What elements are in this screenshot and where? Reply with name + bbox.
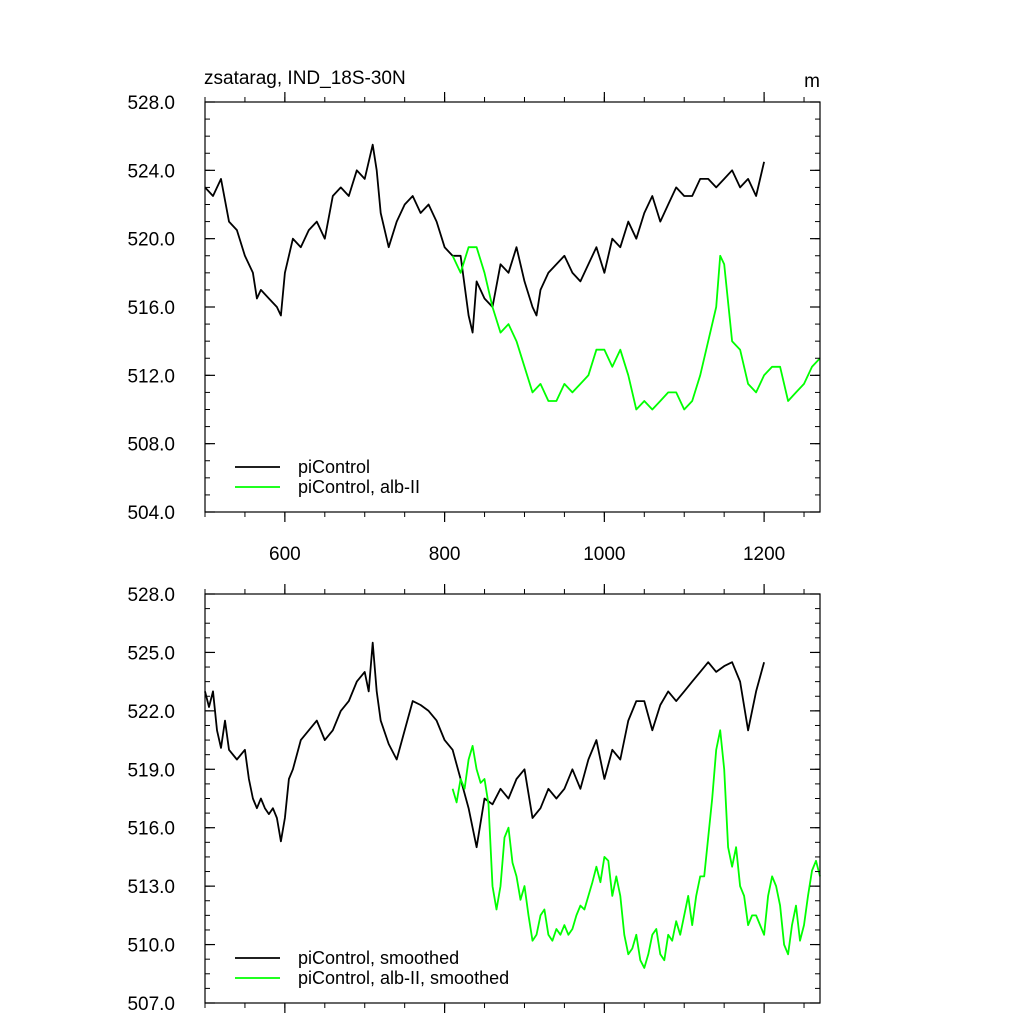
x-tick-label: 1000 xyxy=(583,544,625,565)
y-tick-label: 516.0 xyxy=(127,298,175,319)
figure-title: zsatarag, IND_18S-30N xyxy=(204,68,406,89)
legend-label: piControl, alb-II xyxy=(298,477,420,497)
top-panel: 504.0 508.0 512.0 516.0 520.0 524.0 528.0 600 80… xyxy=(127,92,821,565)
legend-label: piControl xyxy=(298,457,370,477)
y-tick-label: 516.0 xyxy=(127,819,175,840)
y-tick-label: 504.0 xyxy=(127,503,175,524)
bottom-panel: 507.0 510.0 513.0 516.0 519.0 522.0 525.0 528.0… xyxy=(127,584,821,1015)
series-line-picontrol xyxy=(204,641,765,849)
x-tick-label: 1200 xyxy=(743,544,785,565)
y-tick-label: 525.0 xyxy=(127,643,175,664)
y-tick-label: 520.0 xyxy=(127,230,175,251)
y-tick-label: 513.0 xyxy=(127,877,175,898)
y-tick-label: 528.0 xyxy=(127,93,175,114)
legend-label: piControl, smoothed xyxy=(298,948,459,968)
series-line-picontrol xyxy=(204,143,765,334)
units-label: m xyxy=(804,71,820,92)
y-tick-label: 524.0 xyxy=(127,161,175,182)
y-tick-label: 507.0 xyxy=(127,994,175,1015)
y-tick-label: 510.0 xyxy=(127,936,175,957)
y-tick-label: 519.0 xyxy=(127,760,175,781)
x-tick-label: 600 xyxy=(269,544,301,565)
legend-label: piControl, alb-II, smoothed xyxy=(298,968,509,988)
y-tick-label: 522.0 xyxy=(127,702,175,723)
x-tick-label: 800 xyxy=(429,544,461,565)
y-tick-label: 508.0 xyxy=(127,435,175,456)
series-line-alb-ii xyxy=(451,246,821,411)
y-tick-label: 512.0 xyxy=(127,366,175,387)
series-line-alb-ii xyxy=(451,729,821,969)
y-tick-label: 528.0 xyxy=(127,585,175,606)
